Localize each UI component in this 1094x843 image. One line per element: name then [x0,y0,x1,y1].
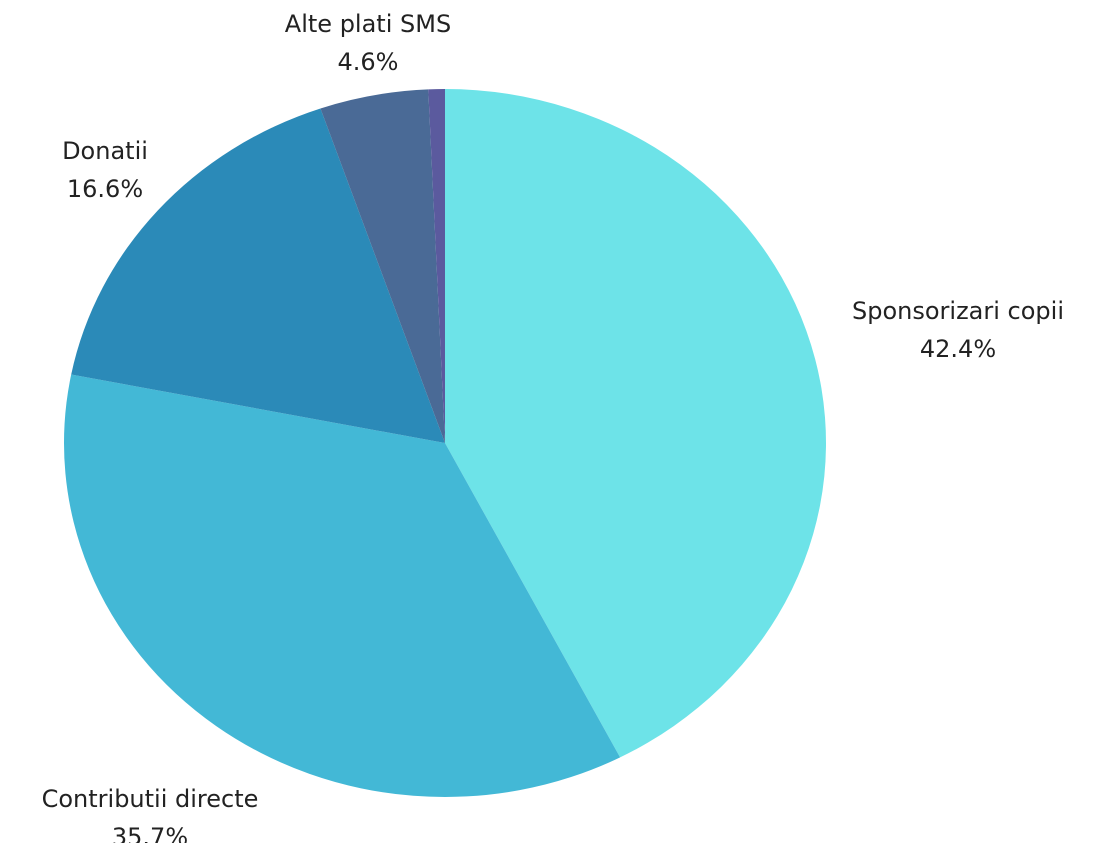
pie-slice [64,374,621,797]
slice-label: Alte plati SMS [285,10,451,38]
slice-value-label: 35.7% [112,823,188,843]
pie-slice [320,89,445,443]
pie-slice [445,89,827,758]
slice-label: Sponsorizari copii [852,297,1064,325]
slice-value-label: 4.6% [338,48,399,76]
slice-label: Contributii directe [42,785,259,813]
slice-value-label: 42.4% [920,335,996,363]
slice-value-label: 16.6% [67,175,143,203]
pie-slice [428,89,445,443]
pie-slice [71,108,445,444]
slice-label: Donatii [62,137,148,165]
